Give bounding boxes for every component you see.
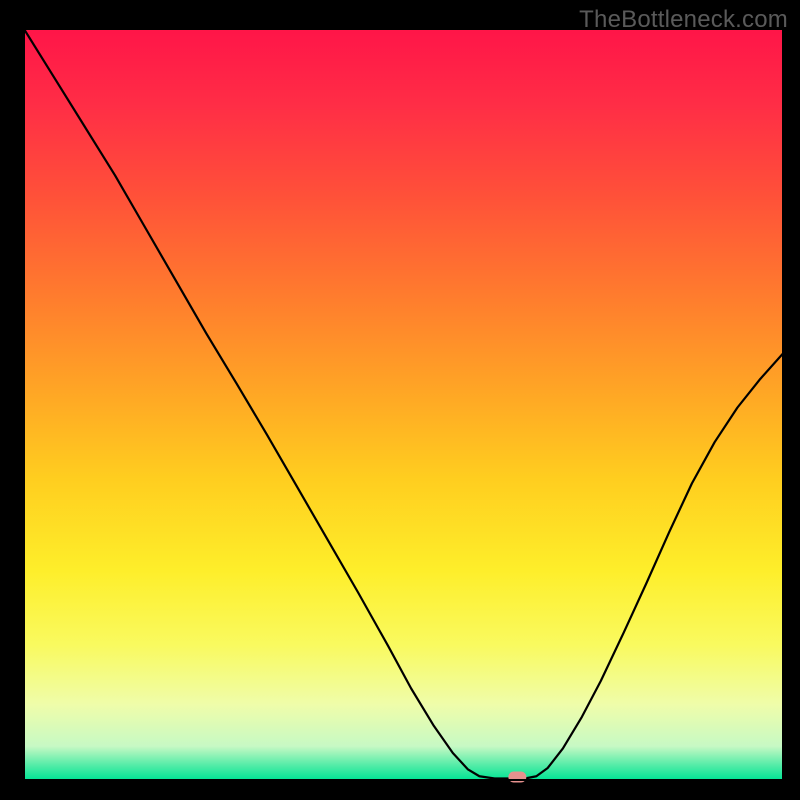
plot-background — [24, 29, 783, 780]
watermark-text: TheBottleneck.com — [579, 6, 788, 34]
chart-svg — [0, 0, 800, 800]
bottleneck-chart: TheBottleneck.com — [0, 0, 800, 800]
